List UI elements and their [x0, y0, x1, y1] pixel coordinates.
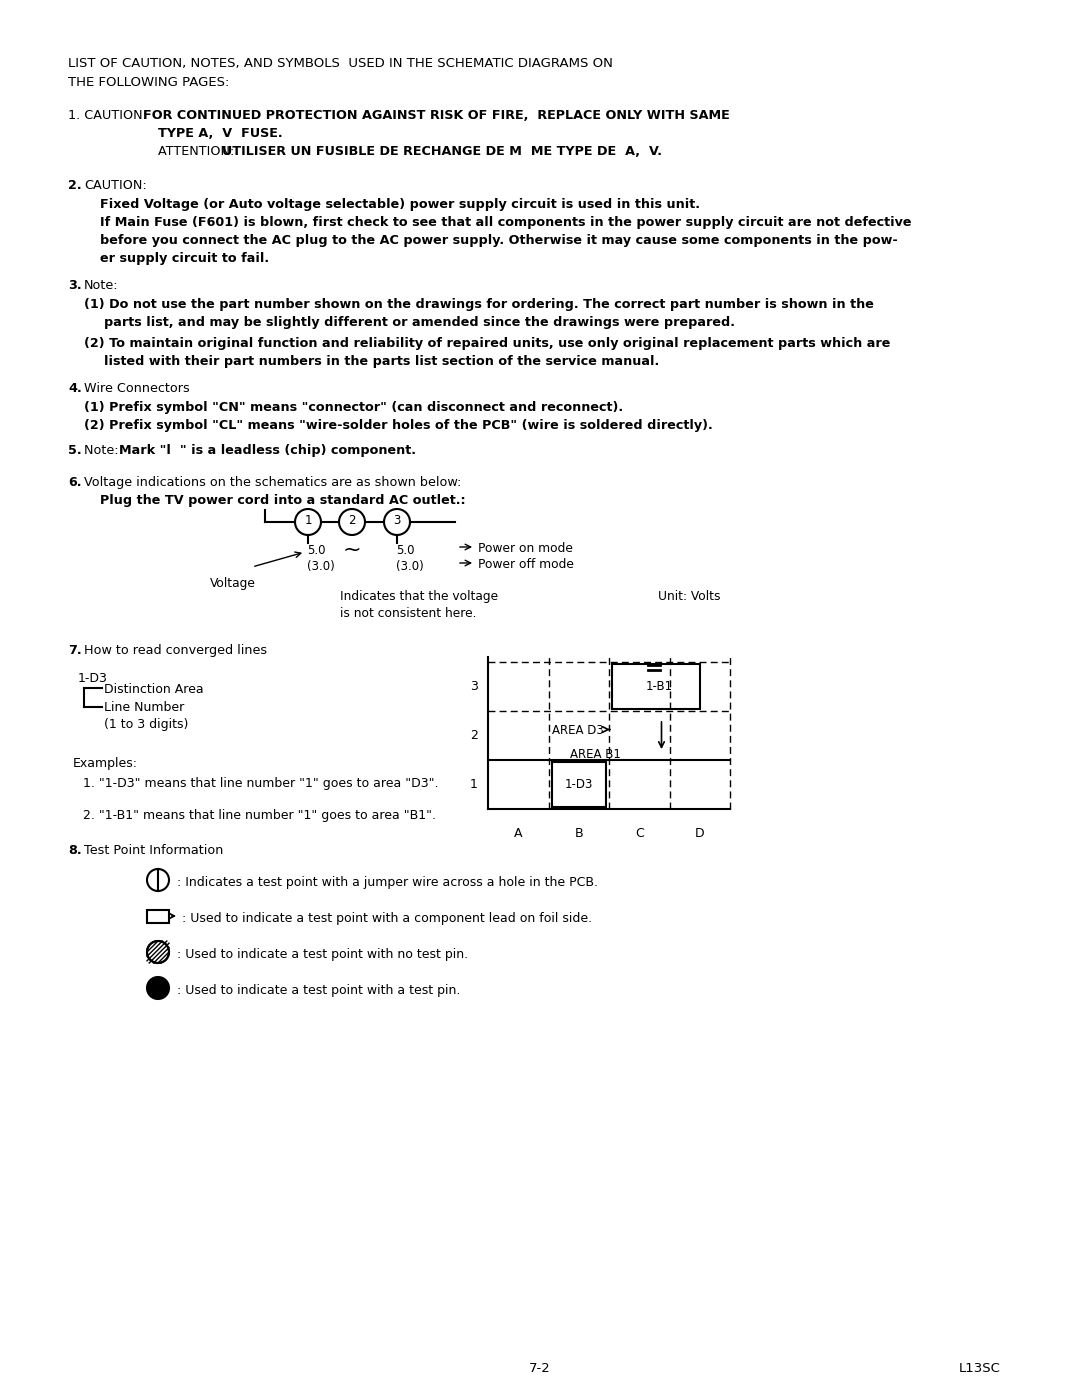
Text: ~: ~ [342, 541, 362, 560]
Text: : Indicates a test point with a jumper wire across a hole in the PCB.: : Indicates a test point with a jumper w… [177, 876, 598, 888]
Text: : Used to indicate a test point with a component lead on foil side.: : Used to indicate a test point with a c… [183, 912, 592, 925]
Text: 7-2: 7-2 [529, 1362, 551, 1375]
Text: (2) To maintain original function and reliability of repaired units, use only or: (2) To maintain original function and re… [84, 337, 890, 351]
Text: 1. CAUTION:: 1. CAUTION: [68, 109, 156, 122]
Text: 8.: 8. [68, 844, 82, 856]
Bar [552, 761, 606, 807]
Text: 1: 1 [305, 514, 312, 528]
Text: UTILISER UN FUSIBLE DE RECHANGE DE M  ME TYPE DE  A,  V.: UTILISER UN FUSIBLE DE RECHANGE DE M ME … [222, 145, 662, 158]
Bar [147, 909, 168, 922]
Text: Fixed Voltage (or Auto voltage selectable) power supply circuit is used in this : Fixed Voltage (or Auto voltage selectabl… [100, 198, 700, 211]
Text: B: B [575, 827, 583, 840]
Text: 2. "1-B1" means that line number "1" goes to area "B1".: 2. "1-B1" means that line number "1" goe… [83, 809, 436, 821]
Text: before you connect the AC plug to the AC power supply. Otherwise it may cause so: before you connect the AC plug to the AC… [100, 235, 897, 247]
Text: Indicates that the voltage: Indicates that the voltage [340, 590, 498, 604]
Text: 6.: 6. [68, 476, 81, 489]
Text: AREA D3: AREA D3 [552, 724, 604, 736]
Text: 4.: 4. [68, 381, 82, 395]
Text: : Used to indicate a test point with a test pin.: : Used to indicate a test point with a t… [177, 983, 460, 997]
Text: LIST OF CAUTION, NOTES, AND SYMBOLS  USED IN THE SCHEMATIC DIAGRAMS ON: LIST OF CAUTION, NOTES, AND SYMBOLS USED… [68, 57, 612, 70]
Text: Line Number: Line Number [104, 701, 185, 714]
Text: Unit: Volts: Unit: Volts [658, 590, 720, 604]
Circle shape [147, 942, 168, 963]
Text: If Main Fuse (F601) is blown, first check to see that all components in the powe: If Main Fuse (F601) is blown, first chec… [100, 217, 912, 229]
Text: C: C [635, 827, 644, 840]
Text: 3.: 3. [68, 279, 82, 292]
Text: 5.0: 5.0 [307, 543, 325, 557]
Text: er supply circuit to fail.: er supply circuit to fail. [100, 251, 269, 265]
Text: L13SC: L13SC [959, 1362, 1001, 1375]
Text: CAUTION:: CAUTION: [84, 179, 147, 191]
Text: Examples:: Examples: [73, 757, 138, 770]
Text: : Used to indicate a test point with no test pin.: : Used to indicate a test point with no … [177, 949, 468, 961]
Text: Note:: Note: [84, 279, 119, 292]
Text: THE FOLLOWING PAGES:: THE FOLLOWING PAGES: [68, 75, 229, 89]
Text: (2) Prefix symbol "CL" means "wire-solder holes of the PCB" (wire is soldered di: (2) Prefix symbol "CL" means "wire-solde… [84, 419, 713, 432]
Text: (3.0): (3.0) [396, 560, 423, 573]
Text: Distinction Area: Distinction Area [104, 683, 204, 696]
Text: Voltage: Voltage [210, 577, 256, 590]
Text: Power on mode: Power on mode [478, 542, 572, 555]
Text: Mark "l  " is a leadless (chip) component.: Mark "l " is a leadless (chip) component… [119, 444, 416, 457]
Text: 2: 2 [348, 514, 355, 528]
Text: A: A [514, 827, 523, 840]
Text: 2: 2 [470, 729, 478, 742]
Text: is not consistent here.: is not consistent here. [340, 608, 476, 620]
Text: How to read converged lines: How to read converged lines [84, 644, 267, 657]
Text: 7.: 7. [68, 644, 82, 657]
Text: 3: 3 [393, 514, 401, 528]
Text: Voltage indications on the schematics are as shown below:: Voltage indications on the schematics ar… [84, 476, 461, 489]
Text: Wire Connectors: Wire Connectors [84, 381, 190, 395]
Text: 1-D3: 1-D3 [78, 672, 108, 685]
Text: listed with their part numbers in the parts list section of the service manual.: listed with their part numbers in the pa… [104, 355, 659, 367]
Text: (1 to 3 digits): (1 to 3 digits) [104, 718, 188, 731]
Text: 3: 3 [470, 680, 478, 693]
Text: D: D [694, 827, 704, 840]
Text: 1: 1 [470, 778, 478, 791]
Text: 1-B1: 1-B1 [646, 680, 673, 693]
Text: 2.: 2. [68, 179, 82, 191]
Text: ATTENTION:: ATTENTION: [158, 145, 242, 158]
Text: TYPE A,  V  FUSE.: TYPE A, V FUSE. [158, 127, 283, 140]
Text: 1-D3: 1-D3 [565, 778, 593, 791]
Text: 1. "1-D3" means that line number "1" goes to area "D3".: 1. "1-D3" means that line number "1" goe… [83, 777, 438, 789]
Text: 5.0: 5.0 [396, 543, 415, 557]
Text: FOR CONTINUED PROTECTION AGAINST RISK OF FIRE,  REPLACE ONLY WITH SAME: FOR CONTINUED PROTECTION AGAINST RISK OF… [143, 109, 730, 122]
Text: (1) Prefix symbol "CN" means "connector" (can disconnect and reconnect).: (1) Prefix symbol "CN" means "connector"… [84, 401, 623, 414]
Text: Power off mode: Power off mode [478, 557, 573, 571]
Text: 5.: 5. [68, 444, 82, 457]
Text: AREA B1: AREA B1 [570, 747, 621, 760]
Text: Note:: Note: [84, 444, 126, 457]
Text: (3.0): (3.0) [307, 560, 335, 573]
Circle shape [147, 977, 168, 999]
Text: (1) Do not use the part number shown on the drawings for ordering. The correct p: (1) Do not use the part number shown on … [84, 298, 874, 312]
Bar [612, 664, 700, 710]
Text: Test Point Information: Test Point Information [84, 844, 224, 856]
Text: Plug the TV power cord into a standard AC outlet.:: Plug the TV power cord into a standard A… [100, 495, 465, 507]
Text: parts list, and may be slightly different or amended since the drawings were pre: parts list, and may be slightly differen… [104, 316, 735, 330]
